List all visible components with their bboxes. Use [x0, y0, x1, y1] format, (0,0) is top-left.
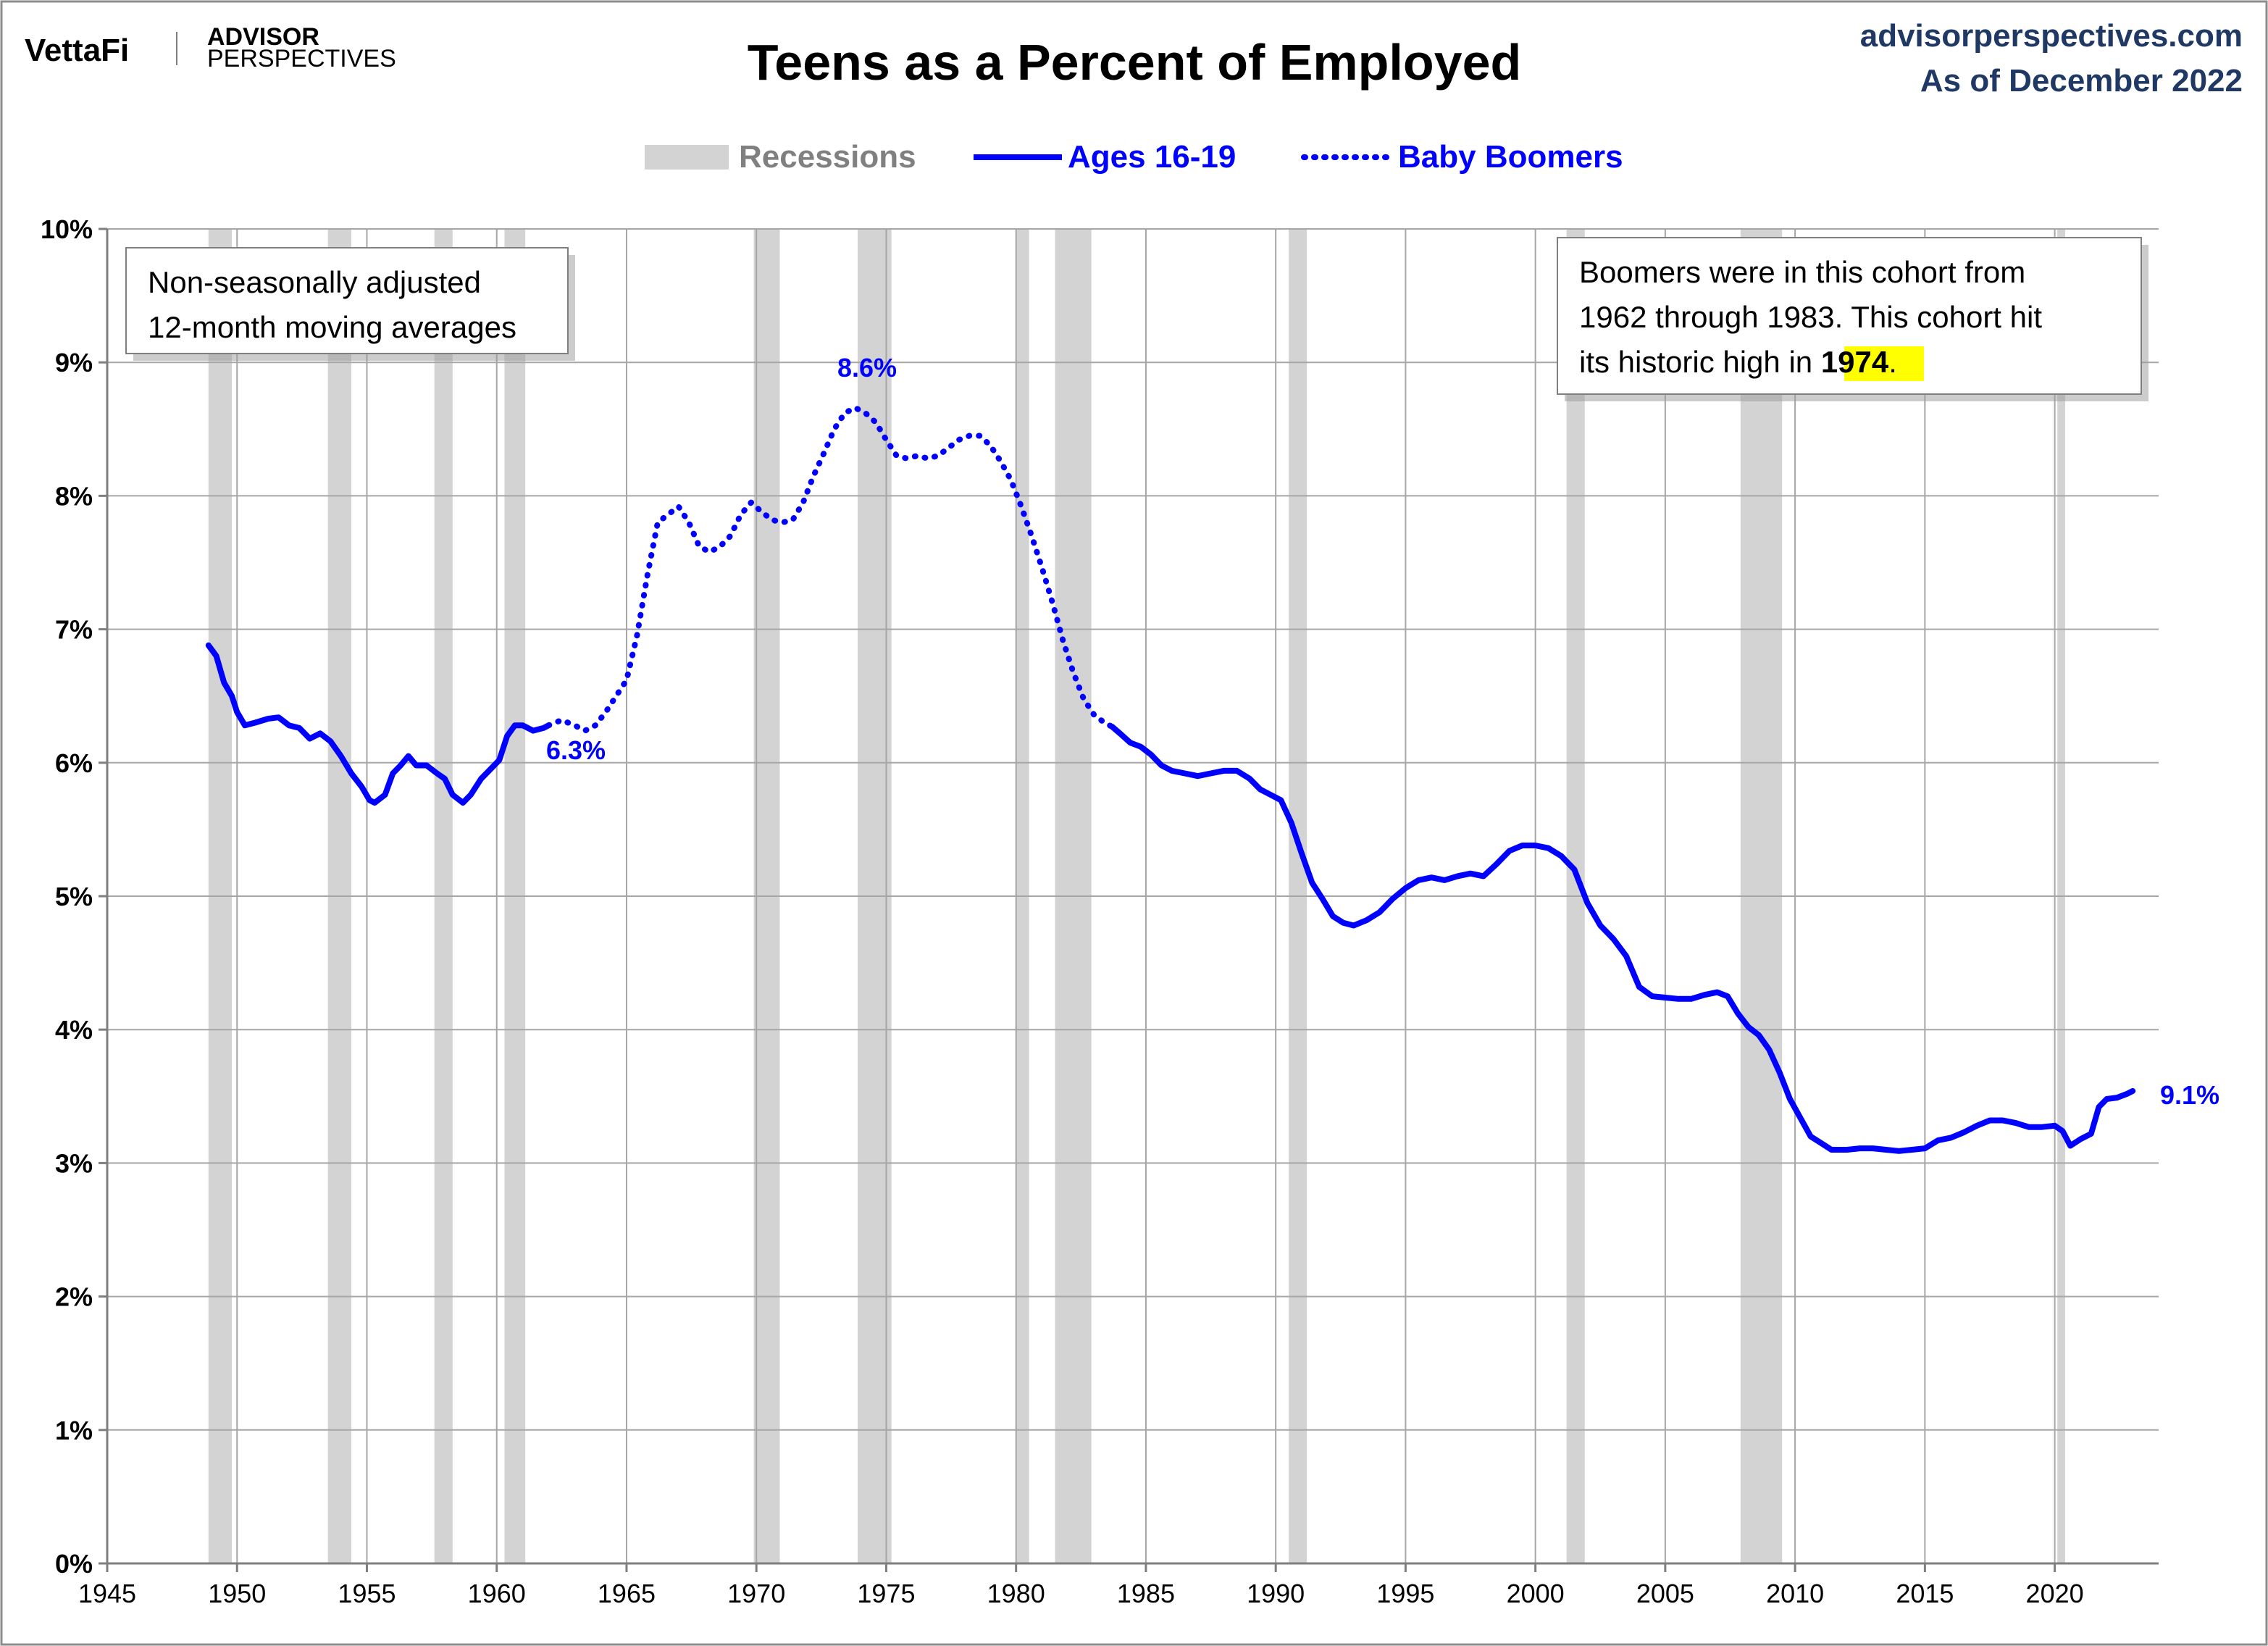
x-tick-label: 1965: [598, 1579, 656, 1608]
x-tick-label: 1990: [1247, 1579, 1305, 1608]
note-right-highlight-bg: [1844, 346, 1924, 381]
x-tick-label: 1975: [857, 1579, 915, 1608]
y-tick-label: 8%: [55, 481, 93, 511]
note-right-line2: 1962 through 1983. This cohort hit: [1579, 300, 2042, 334]
data-label-1962: 6.3%: [546, 735, 606, 765]
legend-recessions-label: Recessions: [739, 139, 916, 175]
x-tick-label: 2000: [1507, 1579, 1565, 1608]
x-tick-label: 1945: [78, 1579, 136, 1608]
note-left-line1: Non-seasonally adjusted: [148, 265, 481, 299]
note-right-line3-suffix: .: [1888, 345, 1897, 379]
y-tick-label: 3%: [55, 1148, 93, 1178]
x-tick-label: 1985: [1117, 1579, 1175, 1608]
x-tick-label: 2010: [1766, 1579, 1824, 1608]
x-tick-label: 1980: [987, 1579, 1045, 1608]
data-label-1974: 8.6%: [837, 353, 897, 383]
note-right-line3-prefix: its historic high in: [1579, 345, 1821, 379]
legend: Recessions Ages 16-19 Baby Boomers: [645, 139, 1623, 175]
x-tick-label: 1950: [208, 1579, 266, 1608]
x-tick-label: 1955: [338, 1579, 396, 1608]
chart-title: Teens as a Percent of Employed: [748, 34, 1522, 91]
note-left-line2: 12-month moving averages: [148, 310, 516, 344]
series-line-baby-boomers: [545, 404, 1116, 734]
note-right: Boomers were in this cohort from 1962 th…: [1557, 237, 2148, 401]
x-tick-label: 2005: [1636, 1579, 1694, 1608]
data-label-end: 9.1%: [2160, 1080, 2219, 1110]
as-of-date: As of December 2022: [1920, 63, 2243, 99]
logo-advisor: ADVISOR: [207, 23, 319, 51]
note-right-highlight-year: 1974: [1821, 345, 1889, 379]
x-tick-label: 2015: [1896, 1579, 1954, 1608]
series-line-ages-16-19: [205, 642, 552, 806]
y-tick-label: 6%: [55, 748, 93, 778]
y-tick-label: 4%: [55, 1015, 93, 1045]
y-tick-label: 2%: [55, 1282, 93, 1312]
note-left-box: [125, 247, 569, 354]
y-tick-label: 0%: [55, 1549, 93, 1579]
series-line-ages-16-19: [1109, 724, 2136, 1154]
x-tick-label: 1995: [1376, 1579, 1434, 1608]
legend-recessions-swatch: [645, 145, 729, 170]
y-tick-label: 1%: [55, 1416, 93, 1445]
y-tick-label: 5%: [55, 882, 93, 911]
y-tick-label: 10%: [41, 214, 93, 244]
logo: VettaFi ADVISOR PERSPECTIVES: [25, 23, 396, 72]
x-tick-label: 1960: [468, 1579, 526, 1608]
y-tick-label: 9%: [55, 348, 93, 377]
axes: 0% 1% 2% 3% 4% 5% 6% 7% 8% 9% 10% 1945 1950 1955 1960 1…: [41, 214, 2159, 1608]
legend-boomers-label: Baby Boomers: [1398, 139, 1623, 175]
source-url: advisorperspectives.com: [1860, 18, 2243, 54]
y-tick-label: 7%: [55, 615, 93, 645]
legend-ages-label: Ages 16-19: [1068, 139, 1236, 175]
x-tick-label: 1970: [727, 1579, 785, 1608]
logo-perspectives: PERSPECTIVES: [207, 45, 396, 72]
series-lines: [205, 404, 2136, 1154]
x-tick-label: 2020: [2026, 1579, 2084, 1608]
note-right-line1: Boomers were in this cohort from: [1579, 255, 2025, 289]
note-left: Non-seasonally adjusted 12-month moving …: [125, 247, 575, 361]
logo-vettafi: VettaFi: [25, 33, 129, 68]
note-right-line3: its historic high in 1974.: [1579, 345, 1897, 379]
